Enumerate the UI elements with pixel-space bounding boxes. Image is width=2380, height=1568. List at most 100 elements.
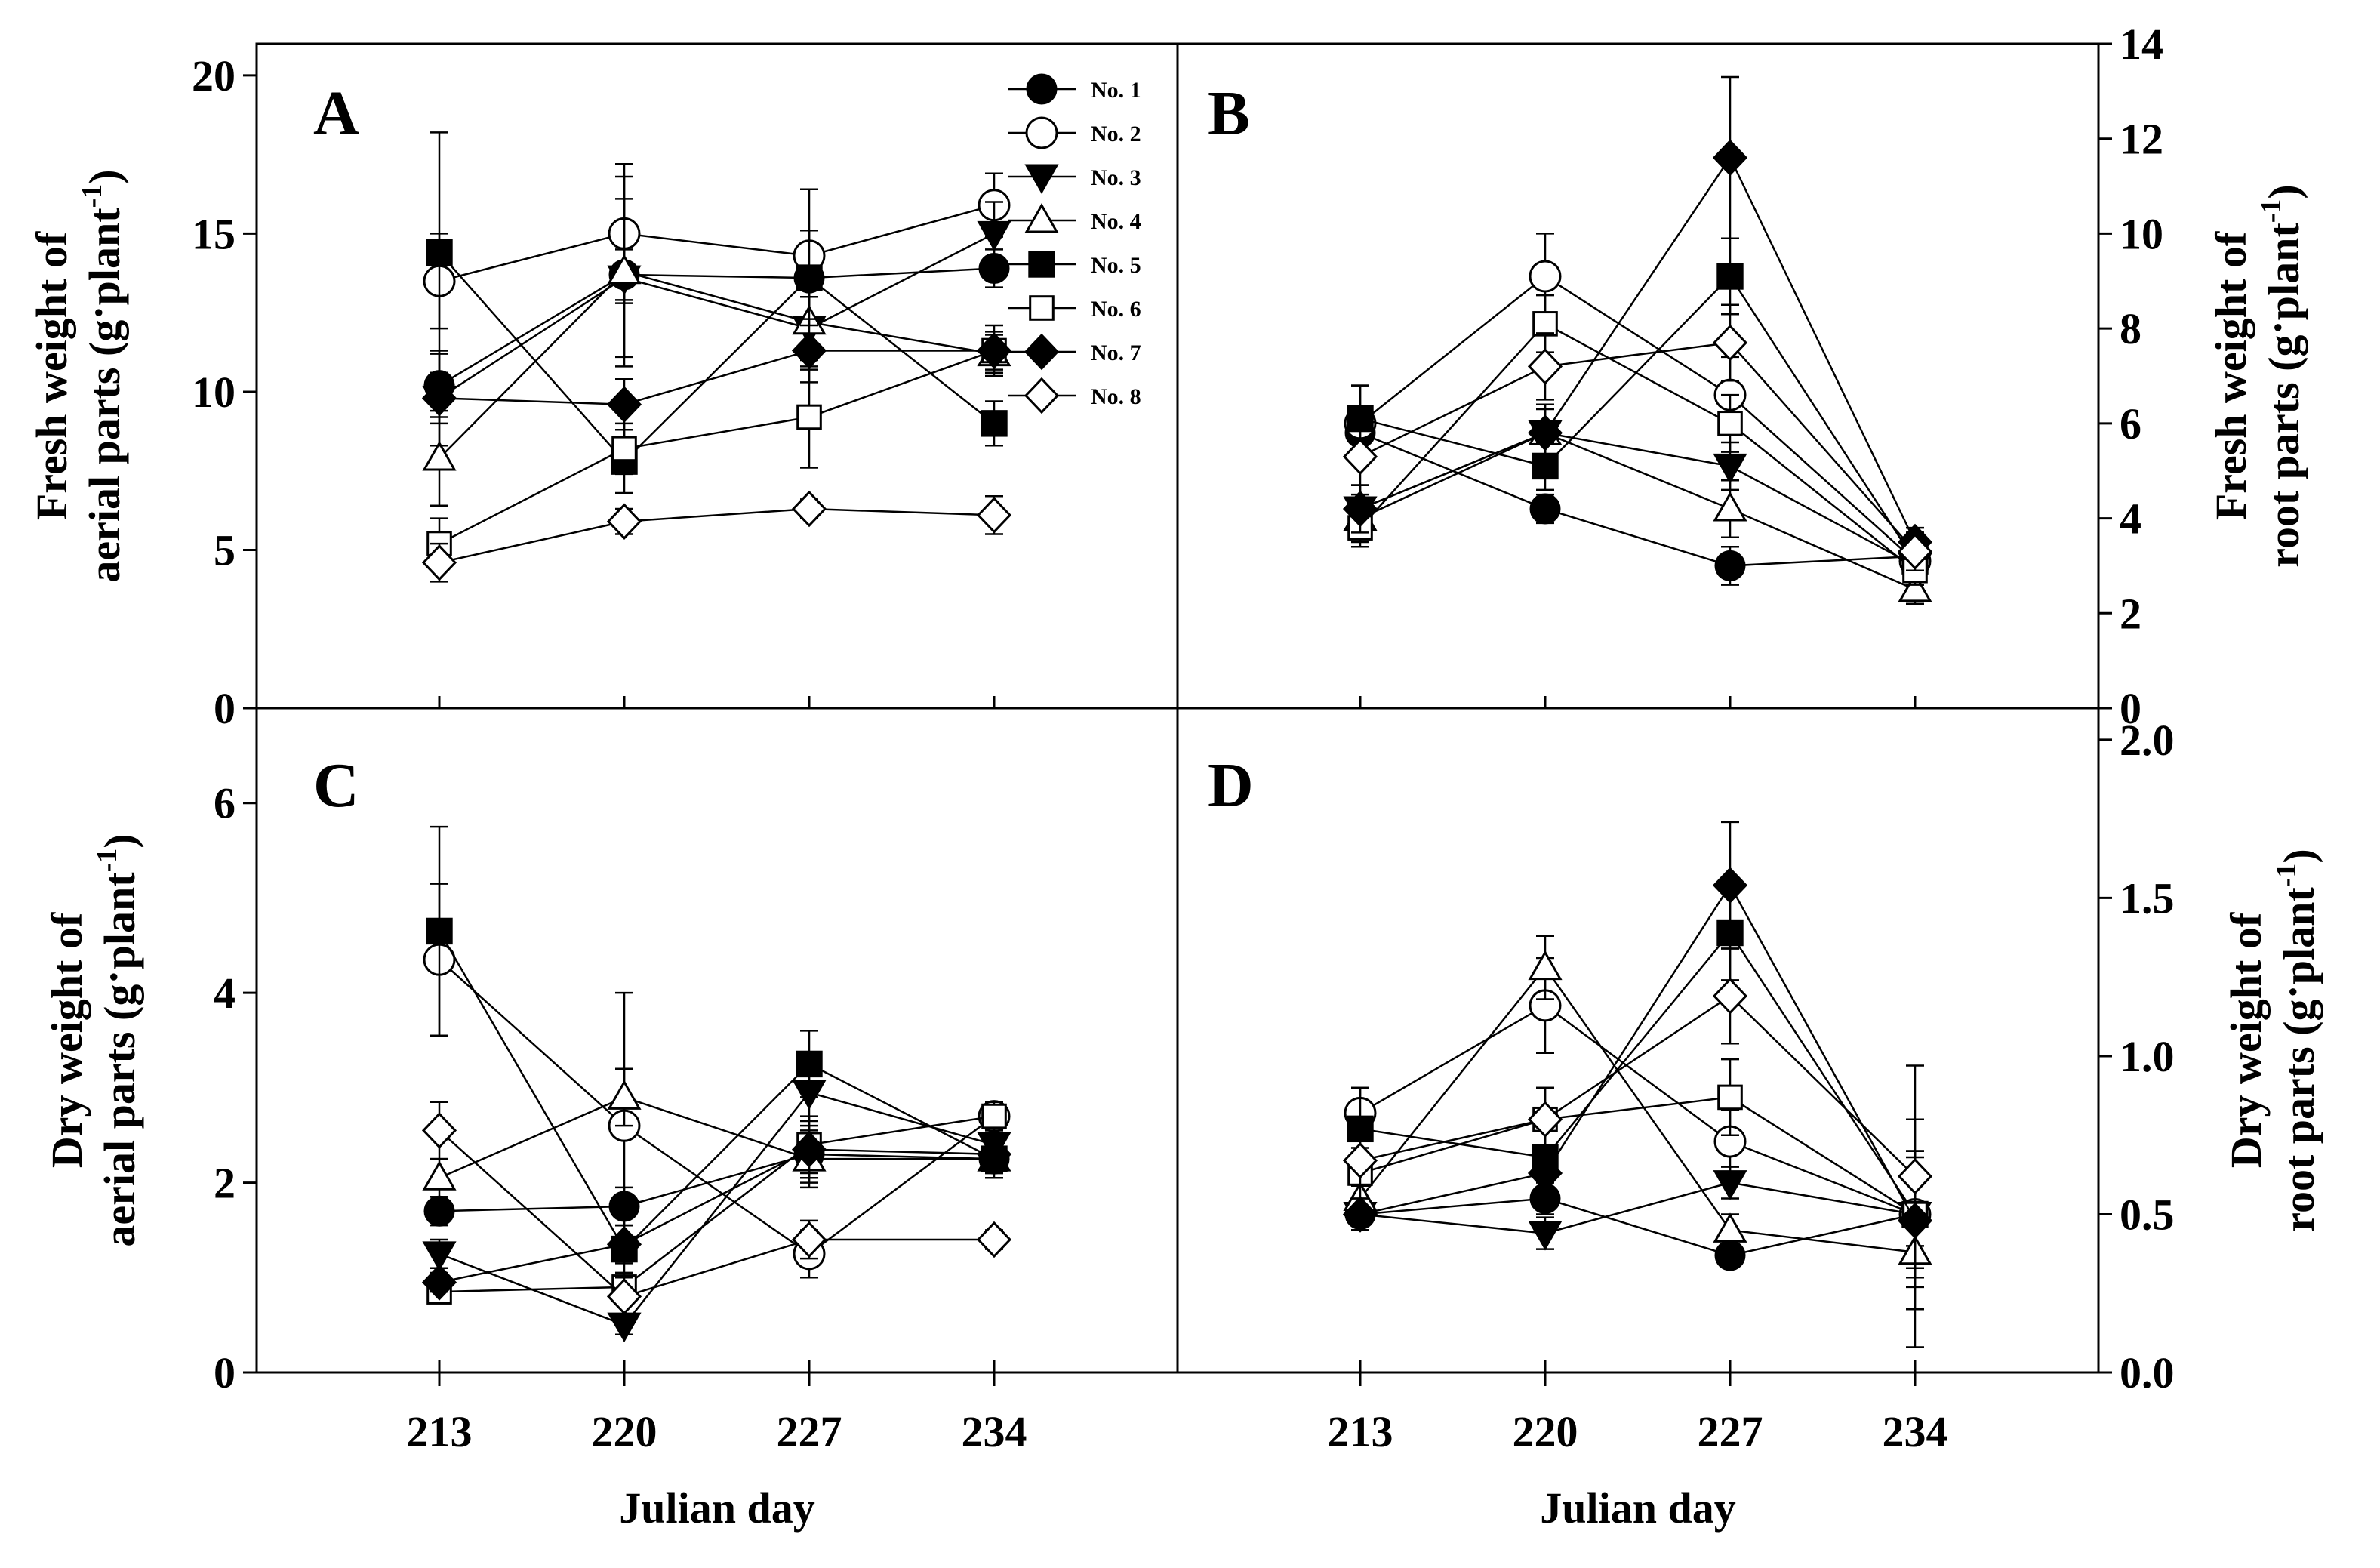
legend-label: No. 2 bbox=[1091, 122, 1141, 146]
panel-a-point bbox=[426, 239, 453, 266]
panel-d-xtick-label: 220 bbox=[1513, 1407, 1578, 1456]
panel-c-point bbox=[606, 1278, 642, 1315]
panel-b-ytick-label: 6 bbox=[2120, 399, 2141, 448]
panel-c-point bbox=[422, 1241, 457, 1271]
panel-b-axes: 0 2 4 6 8 10 12 14 bbox=[1359, 20, 2163, 733]
panel-a-point bbox=[421, 380, 457, 417]
panel-d-point bbox=[1713, 1170, 1747, 1200]
panel-b-point bbox=[1527, 348, 1563, 385]
panel-c-point bbox=[796, 1050, 823, 1078]
panel-b-series-2-line bbox=[1359, 275, 1916, 562]
panel-a-ylabel-sup: -1 bbox=[76, 184, 108, 208]
legend-marker bbox=[1026, 73, 1058, 105]
panel-a-ylabel-line1: Fresh weight of bbox=[27, 231, 76, 520]
panel-a-ylabel: Fresh weight of aerial parts (g·plant-1) bbox=[27, 169, 129, 582]
legend-marker bbox=[1024, 333, 1060, 371]
legend-label: No. 4 bbox=[1091, 209, 1141, 234]
panel-a-ylabel-line2: aerial parts (g·plant-1) bbox=[74, 169, 129, 582]
panel-c-xtick-label: 220 bbox=[592, 1407, 657, 1456]
panel-d-ytick-label: 0.5 bbox=[2120, 1190, 2175, 1239]
panel-b-point bbox=[1713, 453, 1747, 484]
panel-b-point bbox=[1898, 571, 1932, 602]
panel-a-series-6 bbox=[426, 324, 1007, 570]
panel-a-series-4-line bbox=[439, 270, 995, 459]
panel-b-point bbox=[1717, 411, 1743, 436]
panel-c-ylabel-line2-post: ) bbox=[95, 833, 144, 848]
panel-c-ylabel: Dry weight of aerial parts (g·plant-1) bbox=[42, 833, 144, 1246]
panel-a-series-3-line bbox=[439, 233, 995, 399]
panel-b-ytick-label: 2 bbox=[2120, 589, 2141, 638]
panel-c-series-8 bbox=[421, 1101, 1012, 1317]
panel-a-point bbox=[421, 544, 457, 581]
panel-b-ytick-label: 14 bbox=[2120, 20, 2163, 69]
panel-b-point bbox=[1716, 263, 1744, 290]
panel-a-point bbox=[606, 503, 642, 540]
panel-a-series-7 bbox=[421, 318, 1012, 447]
panel-d-ytick-label: 1.5 bbox=[2120, 873, 2175, 923]
panel-a-point bbox=[976, 332, 1012, 369]
panel-d-ytick-label: 1.0 bbox=[2120, 1032, 2175, 1081]
panel-b-ylabel-line2-mid: plant bbox=[2259, 223, 2308, 321]
legend-marker bbox=[1029, 295, 1055, 321]
panel-d-series-7 bbox=[1342, 821, 1933, 1269]
panel-c-series-5-line bbox=[438, 930, 995, 1251]
panel-c-point bbox=[422, 1160, 457, 1191]
panel-c-ytick-label: 4 bbox=[214, 969, 236, 1018]
panel-a-ytick-label: 20 bbox=[192, 51, 236, 100]
panel-a-ytick-label: 10 bbox=[192, 368, 236, 417]
panel-d-series-2-line bbox=[1359, 1004, 1916, 1215]
panel-c-point bbox=[421, 1112, 457, 1149]
panel-b-point bbox=[1532, 311, 1558, 337]
panel-a-point bbox=[422, 440, 457, 471]
panel-c-xtick-label: 234 bbox=[962, 1407, 1027, 1456]
panel-a-point bbox=[606, 386, 642, 423]
panel-c-series-8-line bbox=[439, 1129, 994, 1298]
panel-b-ylabel-sup: -1 bbox=[2255, 199, 2287, 223]
panel-b-point bbox=[1712, 324, 1748, 362]
panel-b-point bbox=[1342, 490, 1378, 528]
panel-d-series-4-line bbox=[1359, 966, 1916, 1254]
panel-c-xtick-label: 213 bbox=[407, 1407, 473, 1456]
panel-d-ylabel-line2-pre: root parts (g bbox=[2274, 1000, 2323, 1232]
panel-b-ytick-label: 10 bbox=[2120, 209, 2163, 258]
panel-c-series-4-line bbox=[439, 1096, 994, 1179]
panel-d-point bbox=[1347, 1115, 1374, 1143]
panel-d-ytick-label: 2.0 bbox=[2120, 716, 2175, 765]
panel-c-point bbox=[791, 1131, 827, 1168]
panel-b-series-5-line bbox=[1359, 275, 1917, 562]
panel-c-point bbox=[791, 1221, 827, 1258]
panel-c-series-7-line bbox=[439, 1148, 995, 1283]
panel-d-ylabel-line2: root parts (g·plant-1) bbox=[2268, 849, 2323, 1232]
panel-c-point bbox=[606, 1226, 642, 1263]
panel-a-series-6-line bbox=[439, 350, 995, 545]
legend-marker bbox=[1028, 251, 1055, 278]
legend-label: No. 5 bbox=[1091, 253, 1141, 278]
panel-c-point bbox=[607, 1080, 642, 1110]
panel-c-ytick-label: 0 bbox=[214, 1348, 236, 1397]
legend-label: No. 7 bbox=[1091, 340, 1141, 365]
panel-a-point bbox=[976, 497, 1012, 534]
panel-c-series-7 bbox=[421, 1120, 1012, 1301]
panel-d-ytick-label: 0.0 bbox=[2120, 1348, 2175, 1397]
panel-b-ytick-label: 0 bbox=[2120, 684, 2141, 733]
panel-b-ytick-label: 8 bbox=[2120, 304, 2141, 353]
panel-d-point bbox=[1527, 1154, 1563, 1192]
panel-b-point bbox=[1712, 139, 1748, 177]
panel-c-ytick-label: 6 bbox=[214, 779, 236, 828]
panel-b-label: B bbox=[1208, 79, 1250, 149]
panel-b-series-6-line bbox=[1359, 322, 1916, 571]
panel-a-point bbox=[791, 332, 827, 369]
panel-d-point bbox=[1712, 867, 1748, 904]
legend-marker bbox=[1024, 377, 1060, 414]
panel-c-point bbox=[976, 1135, 1012, 1173]
panel-b-series-7-line bbox=[1359, 156, 1917, 543]
panel-b-ylabel-line2-pre: root parts (g bbox=[2259, 335, 2308, 568]
panel-a-point bbox=[981, 410, 1008, 437]
panel-b-ytick-label: 4 bbox=[2120, 494, 2141, 544]
panel-d-point bbox=[1713, 1212, 1747, 1243]
panel-d-point bbox=[1897, 1157, 1933, 1195]
panel-b-series-8-line bbox=[1359, 341, 1916, 553]
panel-a-series-1-line bbox=[439, 267, 995, 387]
